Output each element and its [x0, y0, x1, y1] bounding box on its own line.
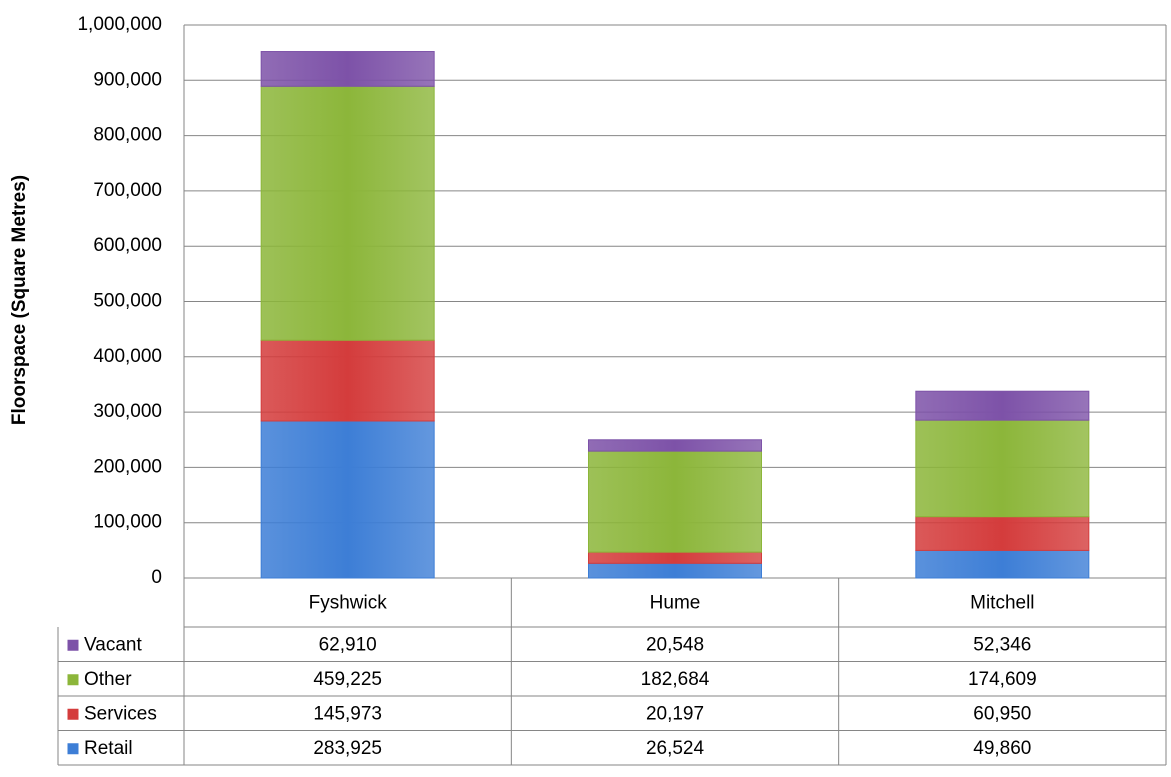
- table-value: 60,950: [973, 703, 1031, 724]
- table-value: 459,225: [313, 669, 382, 690]
- table-value: 174,609: [968, 669, 1037, 690]
- bar-segment: [588, 450, 762, 553]
- table-value: 283,925: [313, 738, 382, 759]
- legend-label: Vacant: [84, 634, 142, 655]
- y-tick-label: 300,000: [93, 401, 162, 422]
- bar-segment: [915, 390, 1090, 421]
- bar-segment: [915, 516, 1090, 551]
- bar-segment: [588, 551, 762, 564]
- legend-label: Services: [84, 703, 157, 724]
- y-tick-label: 200,000: [93, 456, 162, 477]
- table-value: 52,346: [973, 634, 1031, 655]
- bar-segment: [260, 51, 435, 87]
- x-tick-label: Fyshwick: [309, 593, 388, 614]
- legend-label: Other: [84, 669, 132, 690]
- bar-segment: [915, 419, 1090, 518]
- table-value: 20,197: [646, 703, 704, 724]
- table-value: 49,860: [973, 738, 1031, 759]
- bar-segment: [588, 562, 762, 579]
- y-tick-label: 800,000: [93, 125, 162, 146]
- table-value: 145,973: [313, 703, 382, 724]
- table-value: 26,524: [646, 738, 705, 759]
- y-tick-label: 900,000: [93, 69, 162, 90]
- legend-swatch: [66, 742, 80, 756]
- legend-swatch: [66, 638, 80, 652]
- y-tick-label: 500,000: [93, 291, 162, 312]
- y-tick-label: 400,000: [93, 346, 162, 367]
- bar-segment: [915, 549, 1090, 579]
- y-tick-label: 0: [151, 567, 162, 588]
- legend-label: Retail: [84, 738, 133, 759]
- y-axis-label: Floorspace (Square Metres): [9, 175, 30, 425]
- y-tick-label: 100,000: [93, 512, 162, 533]
- bar-segment: [588, 439, 762, 452]
- table-value: 62,910: [319, 634, 377, 655]
- x-tick-label: Hume: [650, 593, 701, 614]
- bar-segment: [260, 85, 435, 341]
- x-tick-label: Mitchell: [970, 593, 1034, 614]
- y-tick-label: 600,000: [93, 235, 162, 256]
- bar-segment: [260, 339, 435, 422]
- table-value: 182,684: [641, 669, 710, 690]
- bar-segment: [260, 420, 435, 579]
- legend-swatch: [66, 707, 80, 721]
- y-tick-label: 1,000,000: [77, 14, 162, 35]
- legend-swatch: [66, 673, 80, 687]
- table-value: 20,548: [646, 634, 704, 655]
- y-tick-label: 700,000: [93, 180, 162, 201]
